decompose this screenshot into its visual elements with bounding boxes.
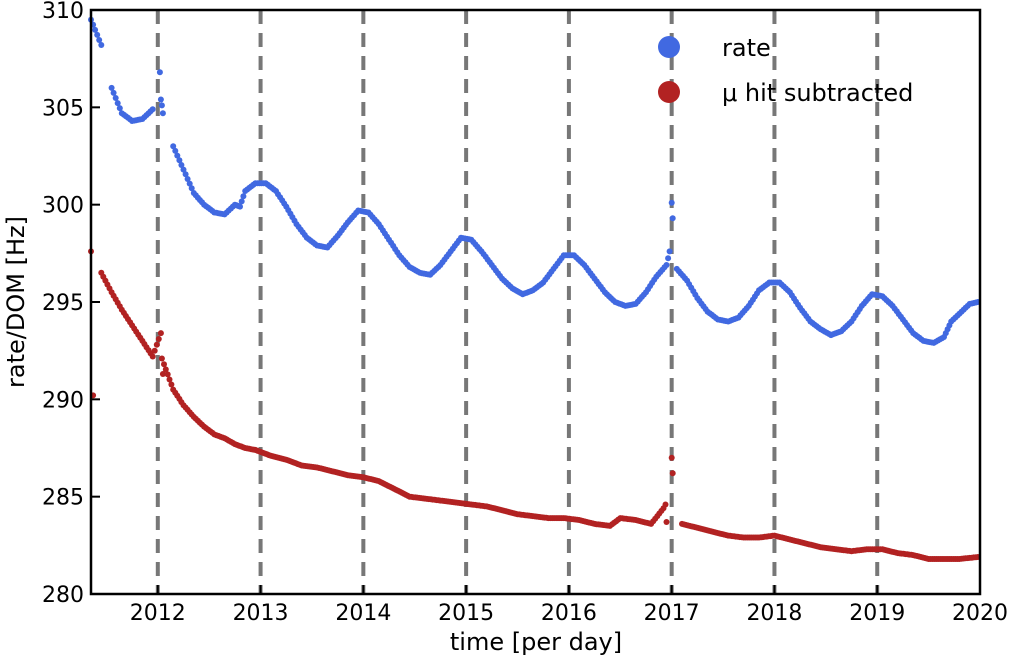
data-point (170, 143, 177, 150)
data-point (151, 347, 158, 354)
x-tick-label: 2015 (438, 601, 494, 626)
data-point (662, 501, 669, 508)
data-point (98, 42, 105, 48)
data-point (166, 376, 173, 383)
data-point (153, 341, 160, 348)
data-point (663, 519, 670, 525)
x-tick-label: 2017 (644, 601, 700, 626)
data-point (663, 262, 670, 268)
data-point (110, 89, 117, 96)
data-point (114, 100, 121, 107)
rate-series (88, 16, 981, 346)
data-point (182, 171, 189, 178)
data-point (96, 37, 103, 43)
data-point (666, 248, 673, 255)
data-point (116, 105, 123, 112)
data-point (184, 176, 191, 182)
y-tick-label: 280 (42, 583, 84, 608)
y-axis-ticks: 280 285 290 295 300 305 310 (42, 0, 100, 608)
x-axis-ticks: 2012 2013 2014 2015 2016 2017 2018 2019 2020 (130, 585, 1008, 626)
data-point (186, 180, 193, 187)
x-tick-label: 2014 (335, 601, 391, 626)
x-tick-label: 2013 (233, 601, 289, 626)
y-tick-label: 285 (42, 486, 84, 511)
data-point (168, 381, 175, 388)
data-point (238, 198, 245, 205)
data-point (237, 203, 243, 210)
data-point (156, 69, 163, 76)
data-point (164, 371, 171, 378)
data-point (112, 95, 119, 101)
data-point (240, 193, 247, 200)
data-point (159, 110, 166, 117)
data-point (92, 26, 99, 33)
x-tick-label: 2019 (849, 601, 905, 626)
y-axis-label: rate/DOM [Hz] (2, 216, 30, 388)
year-divider-lines (155, 10, 880, 594)
x-axis-label: time [per day] (450, 628, 622, 656)
y-tick-label: 290 (42, 388, 84, 413)
data-point (158, 355, 165, 362)
data-point (158, 102, 165, 109)
x-tick-label: 2020 (952, 601, 1008, 626)
data-point (180, 166, 187, 173)
x-tick-label: 2012 (130, 601, 186, 626)
data-point (178, 162, 185, 168)
data-point (161, 361, 167, 368)
legend-label-rate: rate (722, 34, 771, 62)
data-point (159, 371, 166, 377)
legend: rate μ hit subtracted (658, 34, 913, 107)
data-point (172, 147, 179, 154)
data-point (669, 470, 676, 477)
data-point (669, 215, 676, 222)
data-point (174, 152, 181, 159)
data-point (668, 454, 675, 461)
legend-label-mu: μ hit subtracted (722, 79, 913, 107)
y-tick-label: 310 (42, 0, 84, 24)
data-point (108, 84, 115, 91)
y-tick-label: 305 (42, 96, 84, 121)
data-point (149, 106, 156, 113)
data-point (157, 330, 164, 337)
data-point (668, 199, 675, 206)
data-point (188, 185, 195, 192)
data-point (162, 366, 169, 373)
y-tick-label: 300 (42, 194, 84, 219)
x-tick-label: 2016 (541, 601, 597, 626)
x-tick-label: 2018 (746, 601, 802, 626)
data-point (94, 31, 101, 38)
data-point (155, 336, 162, 342)
data-point (157, 96, 164, 103)
y-tick-label: 295 (42, 291, 84, 316)
data-point (176, 157, 183, 164)
data-point (149, 353, 156, 360)
mu-hit-subtracted-series (88, 248, 981, 562)
legend-marker-mu (658, 81, 680, 103)
legend-marker-rate (658, 36, 680, 58)
data-point (665, 255, 672, 262)
